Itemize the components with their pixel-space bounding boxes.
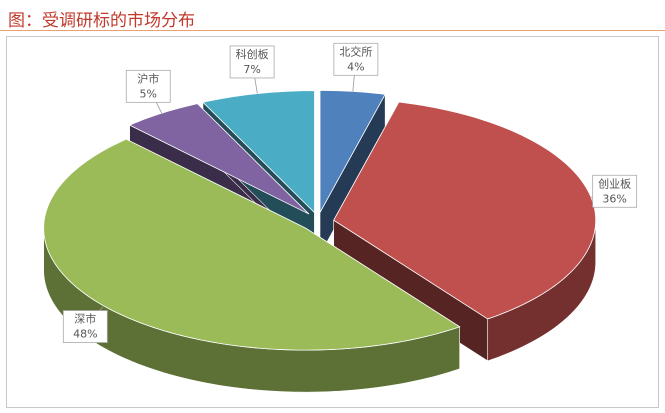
label-box [333,42,379,76]
slice [128,103,310,215]
slice [202,90,315,214]
title-rule [0,30,665,31]
value-label: 36% [602,192,626,205]
value-label: 5% [140,87,157,100]
chart-title: 图：受调研标的市场分布 [8,11,195,31]
category-label: 北交所 [339,44,372,58]
slice [333,101,597,320]
value-label: 7% [243,63,260,76]
value-label: 48% [73,328,97,341]
slice [319,90,386,213]
value-label: 4% [347,60,364,73]
label-box [125,69,171,103]
label-box [62,310,108,343]
chart-frame [6,36,659,408]
label-box [592,174,638,208]
label-box [229,45,275,79]
category-label: 深市 [74,312,96,326]
category-label: 科创板 [236,47,269,61]
category-label: 沪市 [137,71,159,85]
category-label: 创业板 [598,176,631,190]
slice [43,138,461,351]
